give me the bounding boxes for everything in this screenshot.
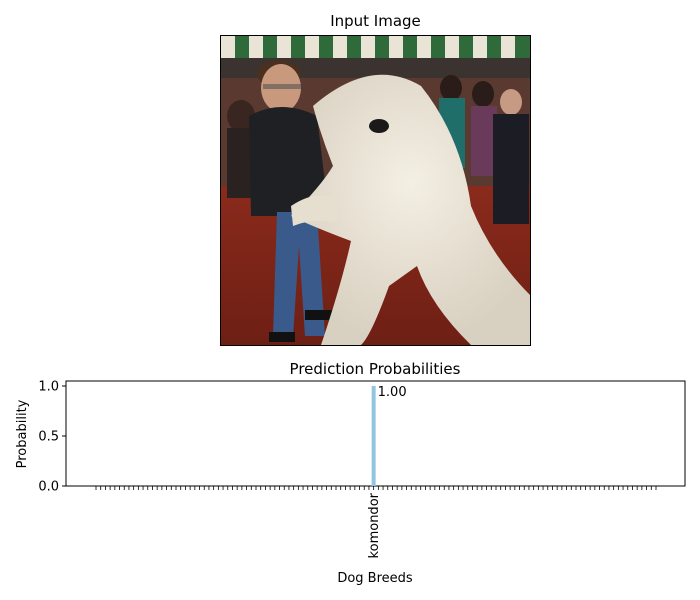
dog-figure — [291, 74, 530, 345]
chart-title: Prediction Probabilities — [290, 360, 461, 378]
y-tick-label: 0.5 — [38, 430, 59, 445]
x-axis-label: Dog Breeds — [337, 571, 413, 586]
bars: 1.00 — [371, 385, 407, 486]
y-axis: 0.0 0.5 1.0 — [38, 380, 66, 495]
image-title: Input Image — [330, 12, 421, 30]
bar-komondor — [371, 386, 376, 486]
man-figure — [249, 60, 333, 342]
y-tick-label: 0.0 — [38, 480, 59, 495]
x-axis: komondor — [95, 486, 657, 558]
bar-value-label: 1.00 — [378, 385, 407, 400]
x-tick-label-komondor: komondor — [367, 492, 382, 558]
input-image — [220, 35, 531, 346]
y-axis-label: Probability — [15, 399, 30, 468]
y-tick-label: 1.0 — [38, 380, 59, 395]
